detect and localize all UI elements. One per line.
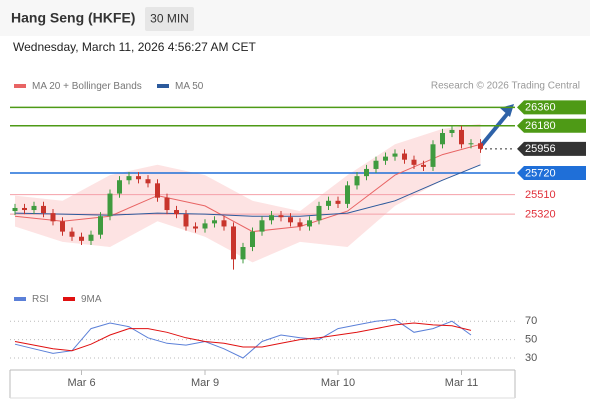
watermark: Research © 2026 Trading Central [431, 81, 580, 92]
candle-body [430, 144, 436, 167]
candle-body [98, 216, 103, 235]
candle-body [421, 164, 426, 167]
candle-body [117, 180, 122, 194]
candle-body [31, 205, 37, 211]
candle-body [69, 231, 75, 237]
candle-body [297, 222, 303, 227]
level-label: 25956 [525, 143, 556, 155]
legend-swatch [14, 297, 26, 301]
indicator-line [14, 318, 472, 359]
bollinger-band [15, 123, 481, 263]
candle-body [174, 210, 179, 215]
candle-body [126, 176, 132, 181]
legend-label: MA 20 + Bollinger Bands [32, 81, 142, 92]
candle-body [221, 220, 227, 227]
legend-label: 9MA [81, 294, 102, 305]
level-label: 26180 [525, 120, 556, 132]
x-tick-label: Mar 6 [67, 377, 95, 389]
y-tick-label: 30 [525, 352, 537, 364]
candle-body [335, 200, 341, 204]
candle-body [449, 129, 455, 133]
y-tick-label: 50 [525, 334, 537, 346]
legend-swatch [157, 84, 169, 88]
moving-average [14, 164, 481, 217]
legend-label: MA 50 [175, 81, 204, 92]
x-tick-label: Mar 9 [191, 377, 219, 389]
candle-body [402, 153, 407, 160]
candle-body [411, 159, 417, 165]
legend-swatch [63, 297, 75, 301]
timeframe-box [145, 7, 194, 31]
candle-body [250, 231, 255, 247]
candle-body [88, 234, 94, 241]
level-label: 26360 [525, 102, 556, 114]
header-bar [0, 0, 590, 36]
candle-body [107, 193, 113, 217]
x-tick-label: Mar 11 [445, 377, 478, 389]
level-label-box [517, 100, 586, 115]
candle-body [345, 185, 350, 204]
candle-body [259, 220, 265, 232]
candle-body [240, 247, 246, 260]
forecast-arrow [478, 111, 510, 149]
candle-body [392, 153, 398, 157]
candle-body [440, 133, 445, 145]
candle-body [164, 197, 170, 211]
candle-body [183, 214, 189, 227]
candle-body [288, 217, 293, 223]
candle-body [269, 215, 274, 221]
candle-body [136, 176, 141, 180]
candle-body [212, 220, 217, 224]
title: Hang Seng (HKFE) [11, 10, 135, 26]
timeframe: 30 MIN [150, 12, 189, 26]
candle-body [278, 215, 284, 218]
legend-swatch [14, 84, 26, 88]
candle-body [231, 226, 236, 260]
candle-body [316, 205, 322, 221]
legend-label: RSI [32, 294, 49, 305]
y-tick-label: 70 [525, 315, 537, 327]
candle-body [145, 179, 151, 184]
level-label: 25320 [525, 209, 556, 221]
candle-body [468, 143, 474, 145]
level-label-box [517, 118, 586, 133]
candle-body [60, 221, 65, 232]
candle-body [354, 176, 360, 186]
candle-body [373, 160, 379, 169]
datetime: Wednesday, March 11, 2026 4:56:27 AM CET [13, 40, 256, 54]
x-tick-label: Mar 10 [321, 377, 355, 389]
candle-body [383, 156, 388, 161]
candle-body [155, 183, 160, 198]
level-label: 25720 [525, 167, 556, 179]
candle-body [459, 129, 464, 145]
candle-body [307, 220, 312, 227]
candle-body [202, 223, 208, 229]
candle-body [12, 207, 18, 212]
candle-body [22, 207, 27, 211]
candle-body [478, 143, 483, 149]
candle-body [193, 226, 198, 229]
candle-body [50, 213, 56, 222]
candle-body [79, 236, 84, 241]
candle-body [364, 168, 369, 177]
indicator-line [14, 322, 472, 352]
level-label-box [517, 166, 586, 181]
candle-body [41, 205, 46, 214]
level-label-box [517, 141, 586, 156]
candle-body [326, 200, 331, 206]
level-label: 25510 [525, 189, 556, 201]
